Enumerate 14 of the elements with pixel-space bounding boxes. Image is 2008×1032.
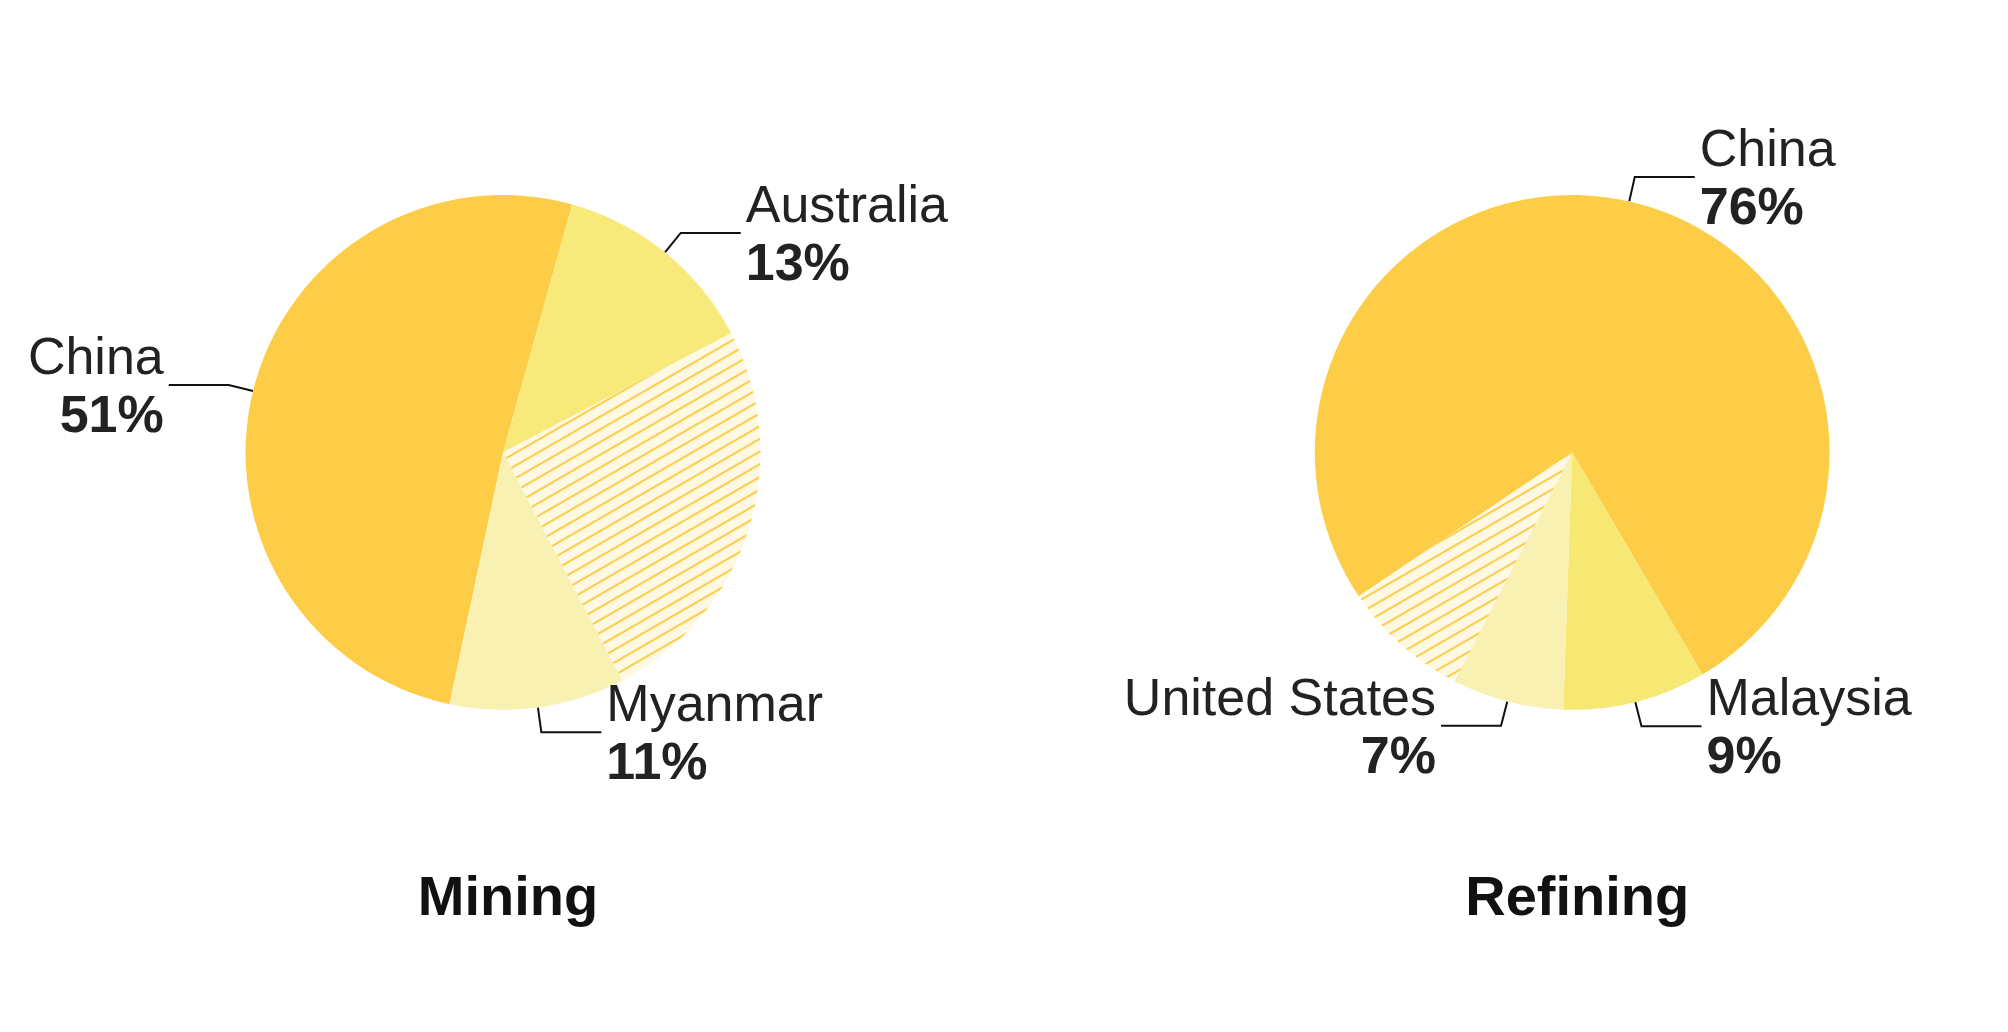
data-label: 76% [1699,177,1804,236]
data-label: 9% [1706,726,1782,785]
data-label: 13% [745,232,850,291]
text: Mining [417,863,599,927]
slice-label: China [27,327,164,386]
text: Refining [1465,863,1690,927]
slice-label: Australia [745,174,949,233]
slice-label: Malaysia [1706,668,1912,727]
data-label: 11% [606,732,708,791]
slice-label: Myanmar [606,674,824,733]
slice-label: United States [1123,667,1437,726]
data-label: 51% [59,385,164,444]
slice-label: China [1699,119,1836,178]
data-label: 7% [1360,725,1437,784]
